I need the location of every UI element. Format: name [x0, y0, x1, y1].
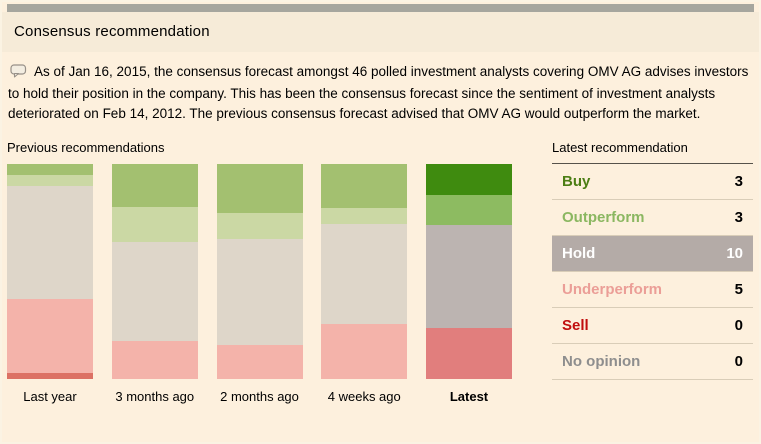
- recommendation-table: Buy 3 Outperform 3 Hold 10 Underperform 5 Sell 0 N…: [552, 164, 753, 380]
- recommendation-row-hold: Hold 10: [552, 236, 753, 272]
- content-row: Previous recommendations Last year 3 mont…: [7, 140, 753, 404]
- top-divider-bar: [7, 4, 754, 12]
- widget-header: Consensus recommendation: [2, 12, 759, 52]
- recommendation-label: No opinion: [562, 353, 641, 370]
- bar-segment-underperform: [321, 323, 408, 379]
- bar-segment-hold: [216, 239, 303, 345]
- recommendation-label: Hold: [562, 245, 596, 262]
- speech-bubble-icon: [10, 64, 27, 84]
- bar-segment-buy: [321, 164, 408, 209]
- recommendation-count: 3: [734, 209, 743, 226]
- bar-label-3-months-ago: 3 months ago: [115, 389, 195, 404]
- bar-segment-outperform: [111, 206, 198, 243]
- stacked-bar-latest: [426, 164, 512, 379]
- recommendation-count: 0: [734, 317, 743, 334]
- stacked-bar-4-weeks-ago: [321, 164, 408, 379]
- stacked-bars: [7, 164, 512, 379]
- bar-segment-buy: [111, 164, 198, 207]
- bar-segment-sell: [7, 372, 93, 379]
- recommendation-row-buy: Buy 3: [552, 164, 753, 200]
- bar-label-4-weeks-ago: 4 weeks ago: [327, 389, 401, 404]
- recommendation-count: 5: [734, 281, 743, 298]
- recommendation-label: Underperform: [562, 281, 663, 298]
- bar-segment-buy: [7, 164, 93, 176]
- bar-segment-outperform: [321, 208, 408, 225]
- recommendation-count: 3: [734, 173, 743, 190]
- recommendation-count: 0: [734, 353, 743, 370]
- bar-segment-buy: [426, 164, 512, 195]
- bar-segment-outperform: [7, 175, 93, 186]
- recommendation-label: Buy: [562, 173, 591, 190]
- bar-segment-underperform: [426, 327, 512, 379]
- panel-section-label: Latest recommendation: [552, 140, 753, 164]
- bar-segment-underperform: [111, 341, 198, 379]
- latest-recommendation-panel: Latest recommendation Buy 3 Outperform 3 Hol…: [552, 140, 753, 404]
- bar-label-2-months-ago: 2 months ago: [220, 389, 299, 404]
- bar-segment-buy: [216, 164, 303, 214]
- bar-segment-underperform: [7, 298, 93, 373]
- chart-section-label: Previous recommendations: [7, 140, 165, 155]
- recommendation-label: Sell: [562, 317, 589, 334]
- summary-paragraph: As of Jan 16, 2015, the consensus foreca…: [8, 62, 750, 124]
- stacked-bar-last-year: [7, 164, 93, 379]
- recommendation-row-outperform: Outperform 3: [552, 200, 753, 236]
- stacked-bar-3-months-ago: [111, 164, 198, 379]
- bar-segment-hold: [7, 185, 93, 299]
- bar-label-latest: Latest: [449, 389, 489, 404]
- recommendation-row-underperform: Underperform 5: [552, 272, 753, 308]
- bar-segment-hold: [426, 225, 512, 328]
- recommendation-label: Outperform: [562, 209, 645, 226]
- stacked-bar-2-months-ago: [216, 164, 303, 379]
- bar-segment-underperform: [216, 345, 303, 379]
- bar-segment-hold: [111, 242, 198, 342]
- bar-labels-row: Last year 3 months ago 2 months ago 4 weeks…: [7, 389, 512, 404]
- recommendation-count: 10: [726, 245, 743, 262]
- bar-segment-hold: [321, 224, 408, 324]
- recommendation-row-sell: Sell 0: [552, 308, 753, 344]
- previous-recommendations-chart: Previous recommendations Last year 3 mont…: [7, 140, 512, 404]
- bar-segment-outperform: [426, 194, 512, 226]
- summary-text: As of Jan 16, 2015, the consensus foreca…: [8, 64, 749, 121]
- recommendation-row-no-opinion: No opinion 0: [552, 344, 753, 380]
- bar-segment-outperform: [216, 213, 303, 240]
- bar-label-last-year: Last year: [23, 389, 77, 404]
- page-title: Consensus recommendation: [14, 23, 210, 40]
